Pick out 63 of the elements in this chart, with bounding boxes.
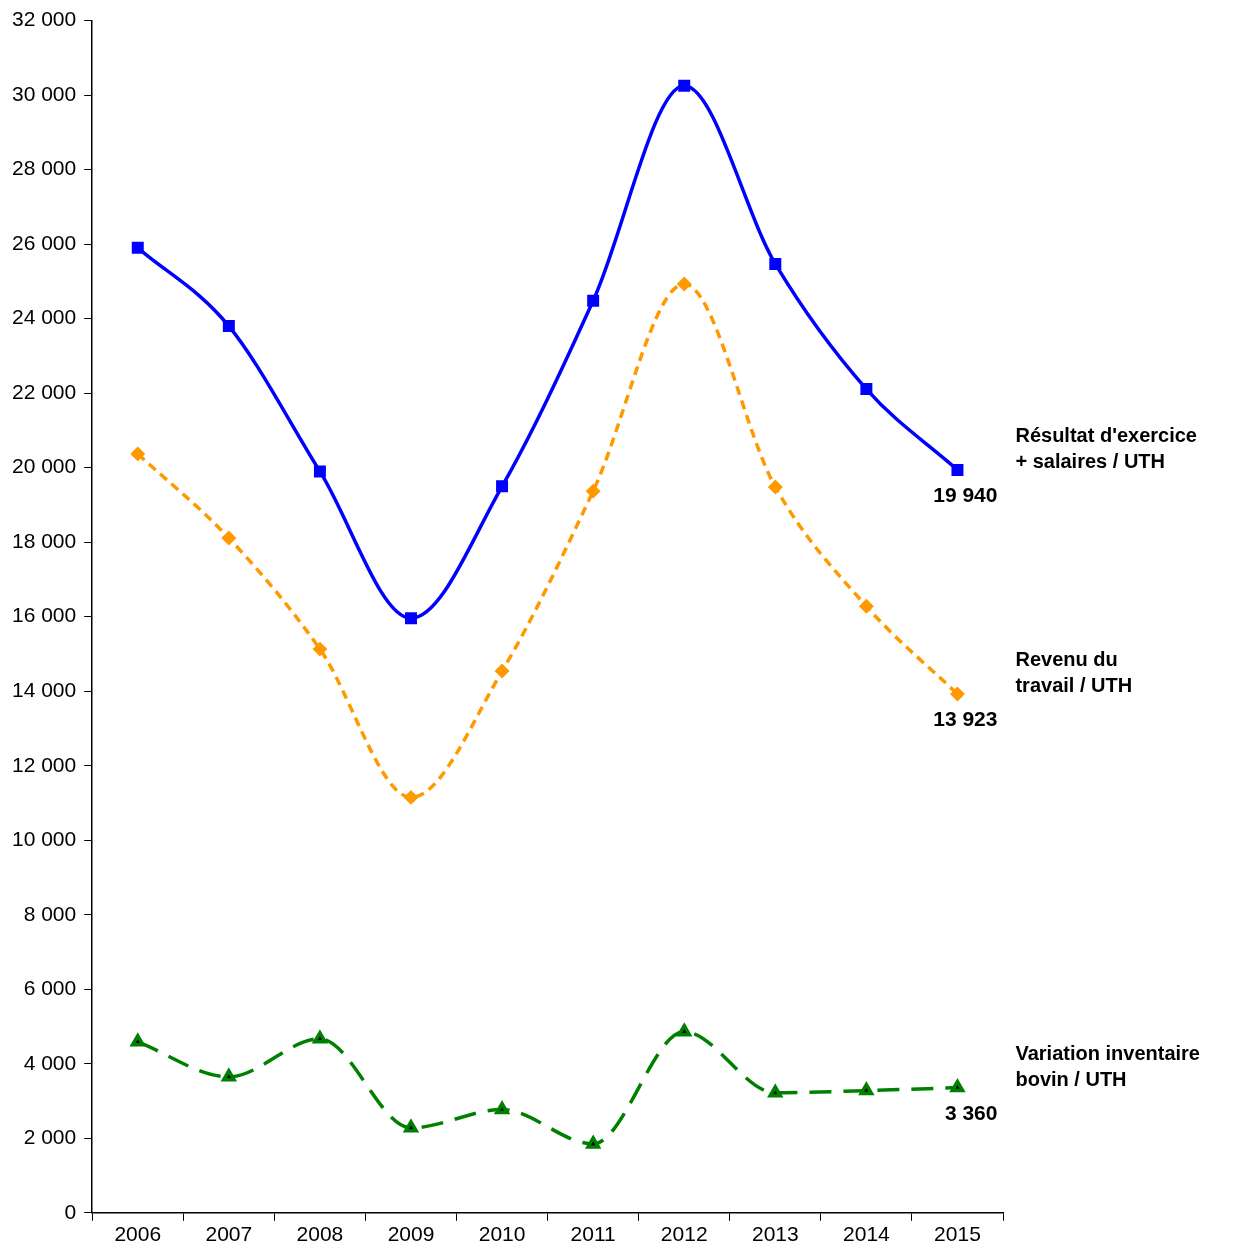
point <box>313 642 327 656</box>
y-tick-label: 28 000 <box>12 156 77 180</box>
y-tick-label: 10 000 <box>12 827 77 851</box>
point <box>678 79 691 92</box>
x-tick-label: 2012 <box>660 1222 708 1246</box>
point <box>496 480 509 493</box>
y-tick-label: 2 000 <box>23 1125 77 1149</box>
y-tick-label: 18 000 <box>12 528 77 552</box>
point <box>404 790 418 805</box>
point <box>312 1031 327 1044</box>
y-tick-label: 20 000 <box>12 454 77 478</box>
point <box>495 664 509 678</box>
point <box>677 1023 692 1037</box>
point <box>859 599 874 614</box>
text: Résultat d'exercice + salaires / UTH <box>1015 423 1197 472</box>
x-tick-label: 2007 <box>205 1222 253 1246</box>
x-tick-label: 2013 <box>751 1222 799 1246</box>
point <box>859 1082 874 1096</box>
y-tick-label: 22 000 <box>12 379 77 403</box>
x-tick-label: 2006 <box>114 1222 162 1246</box>
y-tick-label: 8 000 <box>23 901 77 925</box>
point <box>586 484 600 498</box>
point <box>586 1136 601 1149</box>
y-tick-label: 26 000 <box>12 230 77 254</box>
point <box>768 1085 783 1098</box>
point <box>769 257 782 270</box>
point <box>313 465 326 478</box>
y-tick-label: 32 000 <box>12 7 77 31</box>
data-label: 19 940 <box>933 483 998 507</box>
point <box>950 1079 965 1093</box>
y-tick-label: 16 000 <box>12 603 77 627</box>
point <box>405 612 417 625</box>
y-tick-label: 6 000 <box>23 976 77 1000</box>
y-tick-label: 4 000 <box>23 1050 77 1074</box>
point <box>768 480 783 494</box>
x-tick-label: 2011 <box>570 1222 616 1246</box>
point <box>950 687 965 701</box>
x-tick-label: 2015 <box>934 1222 981 1246</box>
text: Variation inventaire bovin / UTH <box>1015 1041 1200 1090</box>
point <box>131 241 144 254</box>
point <box>495 1101 510 1115</box>
point <box>404 1120 418 1133</box>
x-tick-label: 2014 <box>843 1222 891 1246</box>
y-tick-label: 30 000 <box>12 81 77 105</box>
x-tick-label: 2010 <box>478 1222 526 1246</box>
y-tick-label: 14 000 <box>12 678 77 702</box>
point <box>587 294 600 307</box>
point <box>677 277 691 291</box>
point <box>222 531 236 545</box>
y-tick-label: 24 000 <box>12 305 77 329</box>
point <box>860 383 873 396</box>
point <box>131 447 145 461</box>
data-label: 3 360 <box>944 1100 998 1124</box>
y-tick-label: 0 <box>64 1199 77 1223</box>
point <box>130 1034 145 1047</box>
y-tick-label: 12 000 <box>12 752 77 776</box>
point <box>221 1069 236 1082</box>
data-label: 13 923 <box>933 707 998 731</box>
point <box>951 463 964 476</box>
point <box>222 320 235 333</box>
x-tick-label: 2009 <box>387 1222 435 1246</box>
text: Revenu du travail / UTH <box>1015 648 1133 697</box>
x-tick-label: 2008 <box>296 1222 344 1246</box>
